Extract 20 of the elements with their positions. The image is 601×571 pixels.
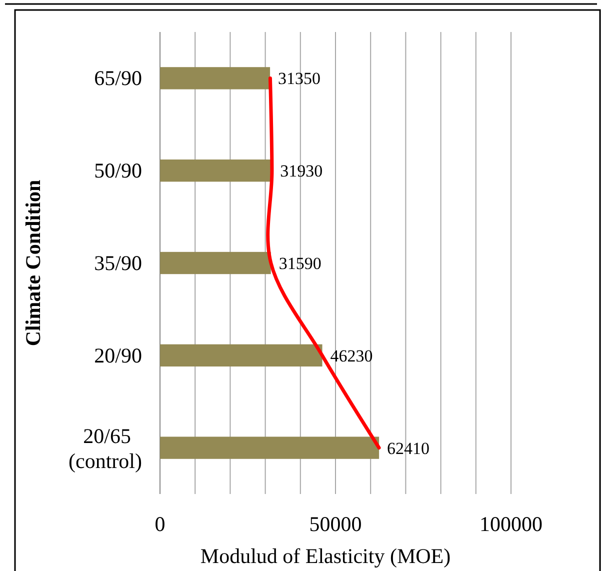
y-tick-label: 65/90 bbox=[94, 66, 142, 90]
y-tick-label: 20/65 (control) bbox=[68, 424, 142, 473]
bar bbox=[160, 160, 272, 182]
data-label: 31590 bbox=[278, 254, 322, 273]
x-tick-label: 50000 bbox=[309, 512, 362, 536]
bar bbox=[160, 67, 270, 90]
y-tick-label: 20/90 bbox=[94, 343, 142, 368]
x-axis-title: Modulud of Elasticity (MOE) bbox=[200, 544, 451, 568]
y-tick-label: 35/90 bbox=[94, 251, 142, 275]
data-label: 46230 bbox=[330, 346, 373, 366]
data-label: 31930 bbox=[280, 162, 323, 181]
y-tick-label: 50/90 bbox=[94, 158, 142, 183]
y-axis-title: Climate Condition bbox=[21, 180, 45, 346]
bar bbox=[160, 436, 380, 459]
x-tick-label: 100000 bbox=[480, 512, 542, 536]
x-tick-label: 0 bbox=[154, 512, 166, 536]
data-label: 62410 bbox=[387, 438, 430, 458]
bar bbox=[160, 252, 271, 274]
data-label: 31350 bbox=[278, 69, 321, 88]
bar bbox=[160, 344, 322, 366]
